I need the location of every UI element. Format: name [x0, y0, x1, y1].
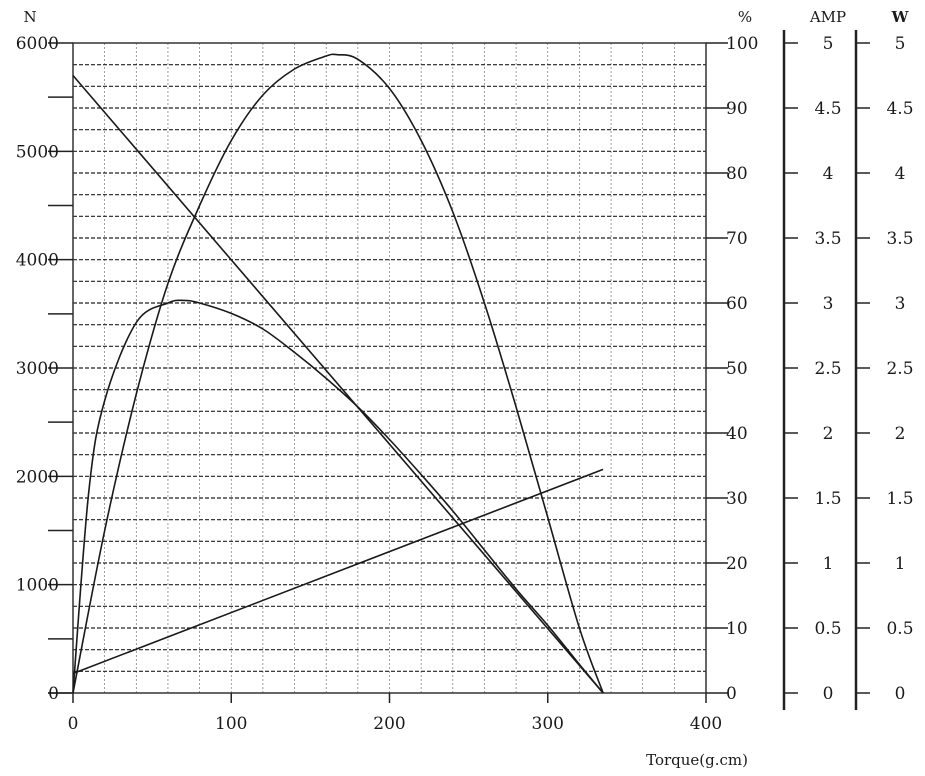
current-axis-unit: AMP: [809, 8, 846, 26]
speed-axis-unit: N: [23, 8, 36, 26]
efficiency-curve: [72, 53, 604, 694]
power-tick-label: 1.5: [886, 489, 913, 509]
current-tick-label: 4: [823, 164, 834, 184]
current-tick-label: 1: [823, 554, 834, 574]
power-tick-label: 3: [895, 294, 906, 314]
speed-tick-label: 5000: [16, 142, 59, 162]
efficiency-axis-unit: %: [738, 8, 752, 26]
power-tick-label: 5: [895, 34, 906, 54]
current-tick-label: 3.5: [814, 229, 841, 249]
power-tick-label: 1: [895, 554, 906, 574]
speed-tick-label: 2000: [16, 467, 59, 487]
current-tick-label: 1.5: [814, 489, 841, 509]
power-tick-label: 3.5: [886, 229, 913, 249]
current-tick-label: 2: [823, 424, 834, 444]
efficiency-tick-label: 40: [726, 424, 748, 444]
current-tick-label: 2.5: [814, 359, 841, 379]
power-tick-label: 0: [895, 684, 906, 704]
power-tick-label: 0.5: [886, 619, 913, 639]
x-tick-label: 100: [215, 714, 247, 734]
power-tick-label: 2.5: [886, 359, 913, 379]
current-tick-label: 0: [823, 684, 834, 704]
efficiency-tick-label: 0: [726, 684, 737, 704]
efficiency-tick-label: 90: [726, 99, 748, 119]
efficiency-tick-label: 100: [726, 34, 758, 54]
x-tick-label: 400: [690, 714, 722, 734]
x-axis-label: Torque(g.cm): [646, 751, 748, 769]
efficiency-tick-label: 10: [726, 619, 748, 639]
speed-tick-label: 1000: [16, 576, 59, 596]
current-tick-label: 0.5: [814, 619, 841, 639]
current-curve: [72, 468, 604, 675]
power-tick-label: 4.5: [886, 99, 913, 119]
x-tick-label: 0: [68, 714, 79, 734]
power-curve: [72, 299, 604, 694]
speed-curve: [72, 74, 604, 694]
efficiency-tick-label: 80: [726, 164, 748, 184]
power-tick-label: 2: [895, 424, 906, 444]
grid-horizontal-lines: [73, 64, 706, 672]
speed-tick-label: 0: [48, 684, 59, 704]
labels-layer: 0 100 200 300 400010002000300040005000600001…: [16, 34, 914, 734]
efficiency-tick-label: 20: [726, 554, 748, 574]
current-tick-label: 3: [823, 294, 834, 314]
current-tick-label: 5: [823, 34, 834, 54]
speed-tick-label: 4000: [16, 251, 59, 271]
power-axis-unit: W: [891, 8, 910, 26]
power-tick-label: 4: [895, 164, 906, 184]
speed-tick-label: 6000: [16, 34, 59, 54]
efficiency-tick-label: 50: [726, 359, 748, 379]
current-tick-label: 4.5: [814, 99, 841, 119]
x-tick-label: 200: [373, 714, 405, 734]
efficiency-tick-label: 60: [726, 294, 748, 314]
efficiency-tick-label: 70: [726, 229, 748, 249]
efficiency-tick-label: 30: [726, 489, 748, 509]
speed-tick-label: 3000: [16, 359, 59, 379]
series-layer: [72, 53, 604, 694]
x-tick-label: 300: [532, 714, 564, 734]
axes-layer: [48, 30, 870, 710]
